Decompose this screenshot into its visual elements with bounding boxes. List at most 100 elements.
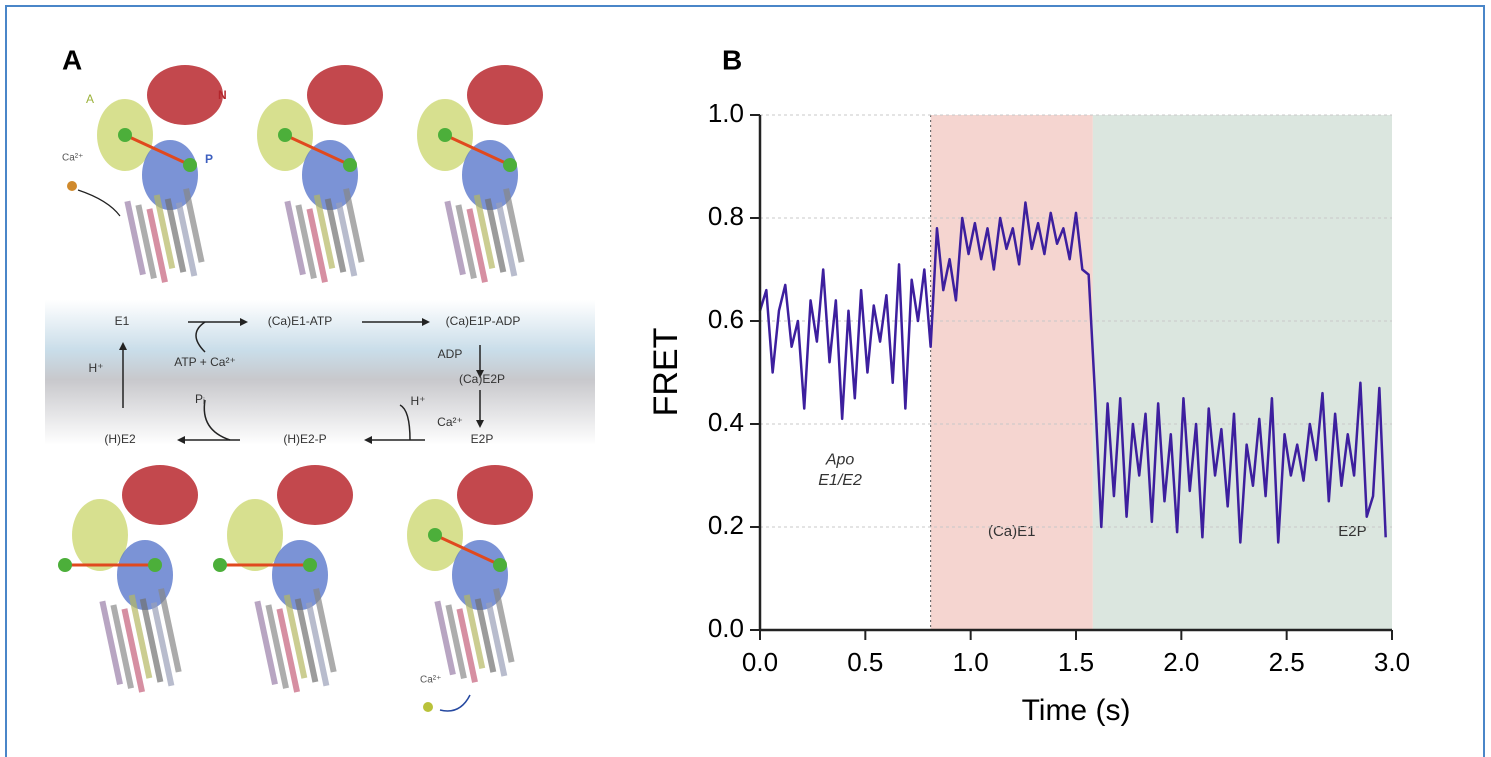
x-tick-label: 0.0 [742,647,778,677]
distance-line [444,133,511,167]
calcium-ion [67,181,77,191]
fluorophore [58,558,72,572]
tm-helix [158,588,182,673]
n-domain [277,465,353,525]
x-tick-label: 3.0 [1374,647,1410,677]
tm-helix [124,200,146,276]
ion-label: H⁺ [411,394,426,408]
state-label: E2P [471,432,494,446]
tm-helix [175,201,198,277]
ion-label: Ca²⁺ [62,153,83,164]
tm-helix [305,601,330,687]
distance-line [284,133,351,167]
fluorophore [343,158,357,172]
state-label: (H)E2-P [283,432,326,446]
tm-helix [284,200,306,276]
state-label: E1 [115,314,130,328]
line-series [758,201,1387,544]
cycle-arrows [122,321,481,441]
x-tick-label: 1.0 [953,647,989,677]
panel-b: B FRET Time (s) (Ca)E1 E2P 0.0 0.2 0.4 0.6 0.8… [647,44,1410,727]
ion-label: Ca²⁺ [420,675,441,686]
tm-helix [473,194,496,270]
fluorophore [438,128,452,142]
n-domain [467,65,543,125]
distance-line [124,133,191,167]
fluorophore [428,528,442,542]
n-domain [307,65,383,125]
y-tick-label: 0.0 [708,613,744,643]
state-label: (Ca)E1-ATP [268,314,332,328]
frame [5,5,1485,757]
fluorophore [183,158,197,172]
tm-helix [121,608,146,693]
domain-label: N [218,88,227,102]
x-tick-label: 2.5 [1269,647,1305,677]
tm-helix [313,194,336,270]
annotation: Apo [825,451,855,468]
y-tick-label: 0.2 [708,510,744,540]
state-label: (Ca)E2P [459,372,505,386]
tm-helix [343,188,365,263]
panel-letter: A [62,44,82,75]
tm-helix [495,201,518,277]
tm-helix [313,588,337,673]
x-tick-label: 1.5 [1058,647,1094,677]
x-axis-label: Time (s) [1022,694,1131,727]
structures [58,65,543,693]
tm-helix [99,600,123,686]
tm-helix [183,188,205,263]
tm-helix [135,204,157,280]
state-label: (Ca)E1P-ADP [446,314,521,328]
ion-arrow [77,189,121,217]
a-domain [72,499,128,571]
y-tick-label: 1.0 [708,98,744,128]
x-tick-label: 0.5 [847,647,883,677]
tm-helix [139,598,164,683]
tm-helix [455,204,477,280]
ion-label: Ca²⁺ [437,415,463,429]
tm-helix [306,208,328,283]
cofactor-label: ADP [438,347,463,361]
tm-helix [276,608,301,693]
tm-helix [463,594,486,670]
fluorophore [303,558,317,572]
tm-helix [324,198,347,273]
tm-helix [445,604,467,680]
tm-helix [283,594,308,679]
tm-helix [474,598,497,673]
tm-helix [484,198,507,273]
tm-helix [335,201,358,277]
tm-helix [503,188,525,263]
domain-label: P [205,152,213,166]
distance-line [434,533,501,567]
tm-helix [146,208,168,283]
arrow-heads [119,318,484,444]
membrane [45,300,595,445]
region-label: E2P [1338,523,1366,540]
tm-helix [456,608,478,683]
y-axis-label: FRET [647,328,685,417]
fluorophore [278,128,292,142]
cofactor-label: ATP + Ca²⁺ [174,355,236,369]
fluorophore [118,128,132,142]
n-domain [147,65,223,125]
tm-helix [295,204,317,280]
tm-helix [294,598,319,683]
panel-a: A E1 (Ca)E1-ATP (Ca)E1P-ADP ATP + C [45,44,595,712]
ion-label: H⁺ [89,361,104,375]
tm-helix [128,594,153,679]
n-domain [122,465,198,525]
region [930,115,1093,630]
tm-helix [265,604,289,689]
tm-helix [254,600,278,686]
y-tick-label: 0.4 [708,407,744,437]
ion-label: Pᵢ [195,392,205,406]
tm-helix [153,194,176,270]
tm-helix [434,600,456,676]
panel-letter: B [722,44,742,75]
n-domain [457,465,533,525]
tm-helix [485,601,508,677]
fluorophore [503,158,517,172]
